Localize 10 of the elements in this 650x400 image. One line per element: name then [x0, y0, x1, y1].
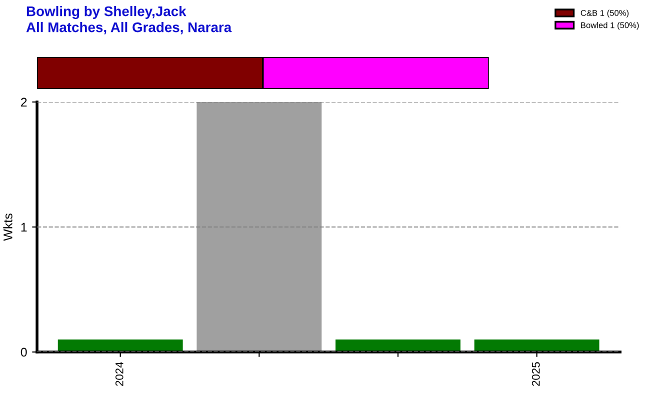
y-axis-title: Wkts — [3, 214, 12, 241]
y-tick-label: 1 — [21, 222, 27, 232]
chart-title: Bowling by Shelley,Jack — [26, 6, 186, 20]
y-tick-label: 2 — [21, 98, 27, 107]
legend-label: Bowled 1 (50%) — [581, 22, 639, 30]
x-tick-label: 2024 — [115, 362, 124, 386]
x-tick-label: 2025 — [532, 362, 540, 386]
chart-subtitle: All Matches, All Grades, Narara — [26, 22, 232, 34]
y-tick-label: 0 — [20, 348, 27, 357]
legend-label: C&B 1 (50%) — [580, 10, 629, 18]
